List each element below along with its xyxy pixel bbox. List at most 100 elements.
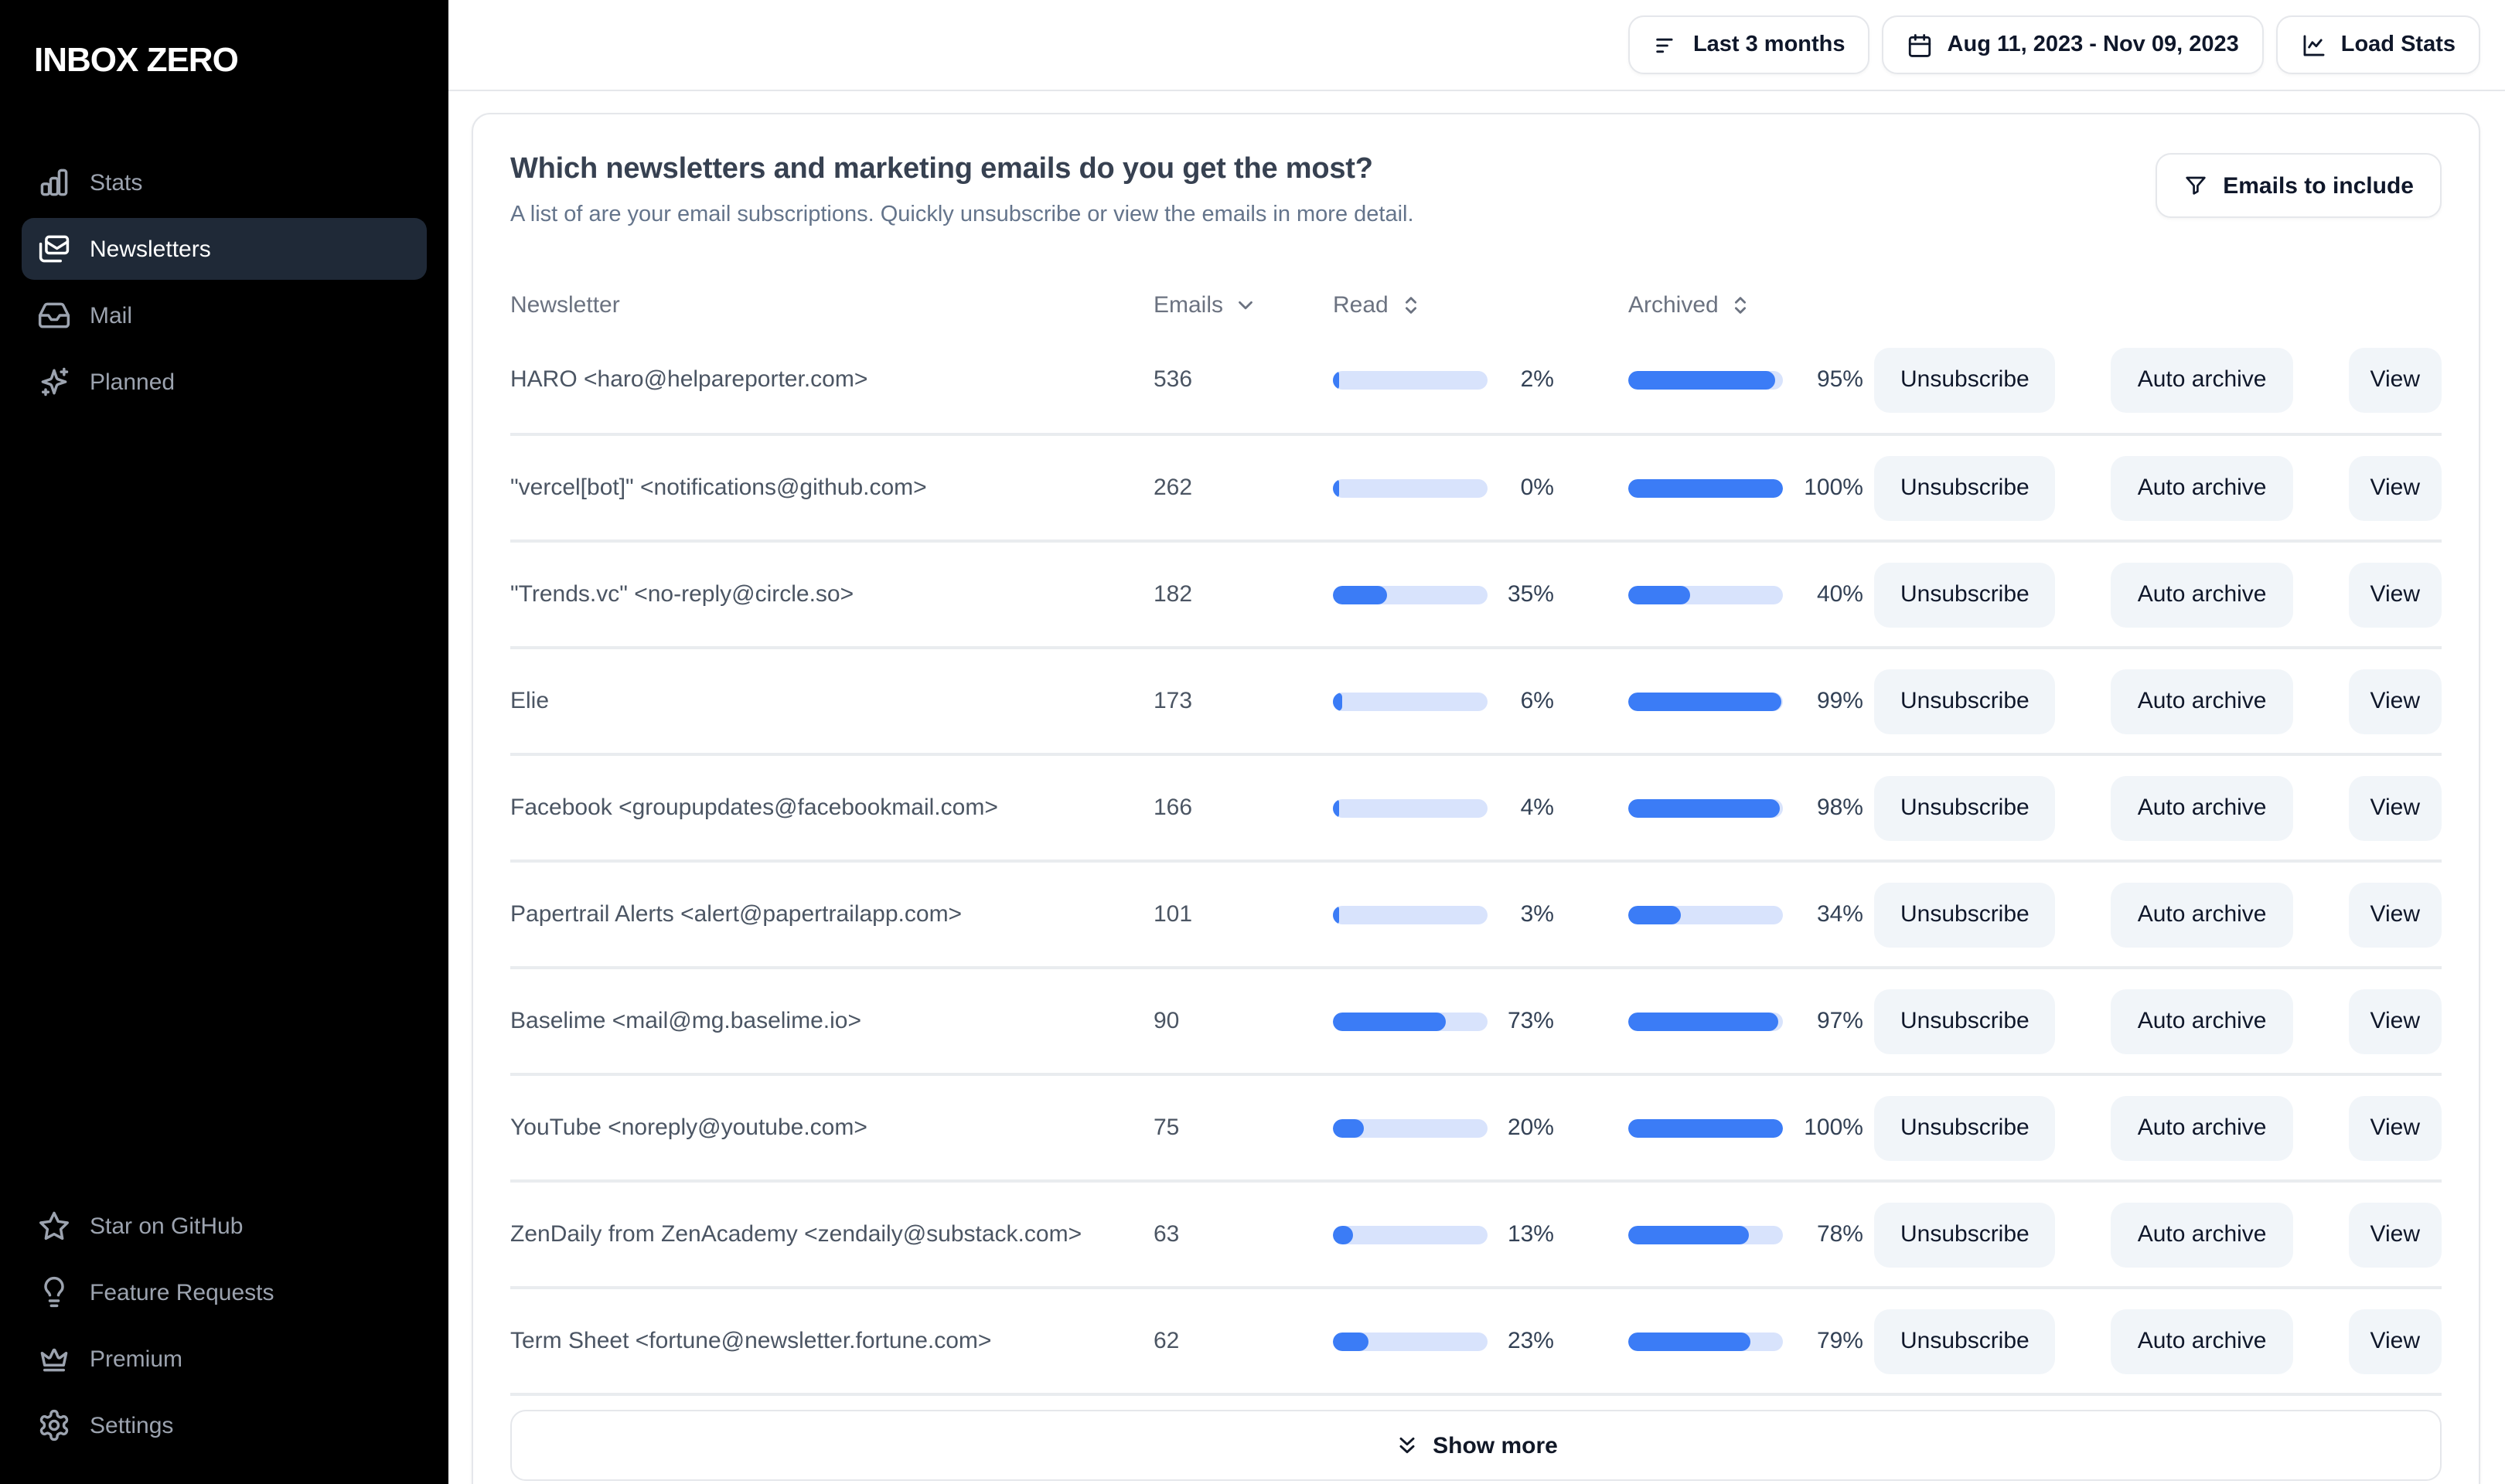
date-preset-button[interactable]: Last 3 months bbox=[1627, 15, 1870, 74]
chevrons-down-icon bbox=[1399, 1437, 1414, 1454]
emails-count: 166 bbox=[1154, 795, 1193, 821]
read-progress-bar bbox=[1333, 478, 1488, 497]
mails-icon bbox=[39, 235, 70, 263]
view-button[interactable]: View bbox=[2348, 1309, 2442, 1373]
sidebar-item-mail[interactable]: Mail bbox=[22, 284, 427, 346]
view-button[interactable]: View bbox=[2348, 989, 2442, 1053]
table-row: Elie 173 6% 99% Unsubscribe bbox=[510, 646, 2442, 753]
auto-archive-button[interactable]: Auto archive bbox=[2111, 882, 2293, 947]
emails-count: 173 bbox=[1154, 688, 1193, 714]
show-more-button[interactable]: Show more bbox=[510, 1410, 2442, 1481]
unsubscribe-button[interactable]: Unsubscribe bbox=[1873, 882, 2056, 947]
column-header-archived[interactable]: Archived bbox=[1628, 291, 1753, 318]
auto-archive-button[interactable]: Auto archive bbox=[2111, 1095, 2293, 1160]
newsletters-card: Which newsletters and marketing emails d… bbox=[472, 113, 2480, 1484]
crown-icon bbox=[40, 1348, 68, 1372]
view-button[interactable]: View bbox=[2348, 1202, 2442, 1267]
emails-count: 182 bbox=[1154, 581, 1193, 608]
read-progress-bar bbox=[1333, 585, 1488, 604]
table-end-divider bbox=[510, 1393, 2442, 1396]
archived-progress-bar bbox=[1628, 478, 1783, 497]
emails-count: 101 bbox=[1154, 901, 1193, 928]
auto-archive-button[interactable]: Auto archive bbox=[2111, 347, 2293, 412]
load-stats-button[interactable]: Load Stats bbox=[2275, 15, 2480, 74]
newsletter-name: "vercel[bot]" <notifications@github.com> bbox=[510, 475, 927, 501]
emails-count: 63 bbox=[1154, 1221, 1180, 1247]
page-content: Which newsletters and marketing emails d… bbox=[448, 91, 2505, 1484]
view-button[interactable]: View bbox=[2348, 669, 2442, 733]
archived-progress-bar bbox=[1628, 692, 1783, 710]
unsubscribe-button[interactable]: Unsubscribe bbox=[1873, 562, 2056, 627]
column-header-read[interactable]: Read bbox=[1333, 291, 1423, 318]
auto-archive-button[interactable]: Auto archive bbox=[2111, 562, 2293, 627]
read-percent: 20% bbox=[1507, 1115, 1554, 1141]
filter-lines-icon bbox=[1656, 37, 1673, 53]
sidebar-item-stats[interactable]: Stats bbox=[22, 151, 427, 213]
date-range-picker[interactable]: Aug 11, 2023 - Nov 09, 2023 bbox=[1882, 15, 2264, 74]
auto-archive-button[interactable]: Auto archive bbox=[2111, 989, 2293, 1053]
view-button[interactable]: View bbox=[2348, 455, 2442, 520]
archived-progress-bar bbox=[1628, 1332, 1783, 1350]
date-range-label: Aug 11, 2023 - Nov 09, 2023 bbox=[1947, 32, 2239, 57]
unsubscribe-button[interactable]: Unsubscribe bbox=[1873, 775, 2056, 840]
unsubscribe-button[interactable]: Unsubscribe bbox=[1873, 1095, 2056, 1160]
emails-to-include-label: Emails to include bbox=[2223, 172, 2414, 199]
auto-archive-button[interactable]: Auto archive bbox=[2111, 1309, 2293, 1373]
emails-to-include-button[interactable]: Emails to include bbox=[2155, 153, 2442, 218]
read-percent: 3% bbox=[1520, 901, 1554, 928]
auto-archive-button[interactable]: Auto archive bbox=[2111, 775, 2293, 840]
view-button[interactable]: View bbox=[2348, 562, 2442, 627]
read-progress-bar bbox=[1333, 1012, 1488, 1030]
sidebar-item-star-on-github[interactable]: Star on GitHub bbox=[22, 1195, 427, 1257]
archived-percent: 79% bbox=[1816, 1328, 1863, 1354]
column-header-emails[interactable]: Emails bbox=[1154, 291, 1257, 318]
archived-progress-bar bbox=[1628, 905, 1783, 924]
sidebar-item-label: Feature Requests bbox=[90, 1279, 274, 1305]
auto-archive-button[interactable]: Auto archive bbox=[2111, 669, 2293, 733]
page-title: Which newsletters and marketing emails d… bbox=[510, 153, 1373, 186]
main-area: Last 3 months Aug 11, 2023 - Nov 09, 202… bbox=[448, 0, 2505, 1484]
view-button[interactable]: View bbox=[2348, 882, 2442, 947]
table-row: Term Sheet <fortune@newsletter.fortune.c… bbox=[510, 1286, 2442, 1393]
newsletter-name: Elie bbox=[510, 688, 550, 714]
auto-archive-button[interactable]: Auto archive bbox=[2111, 1202, 2293, 1267]
sidebar-item-feature-requests[interactable]: Feature Requests bbox=[22, 1261, 427, 1323]
app-logo[interactable]: INBOX ZERO bbox=[34, 40, 239, 79]
archived-progress-bar bbox=[1628, 1225, 1783, 1244]
unsubscribe-button[interactable]: Unsubscribe bbox=[1873, 347, 2056, 412]
chevrons-up-down-icon bbox=[1735, 296, 1747, 313]
view-button[interactable]: View bbox=[2348, 347, 2442, 412]
read-progress-bar bbox=[1333, 1118, 1488, 1137]
page-subtitle: A list of are your email subscriptions. … bbox=[510, 203, 1414, 227]
unsubscribe-button[interactable]: Unsubscribe bbox=[1873, 1202, 2056, 1267]
funnel-icon bbox=[2185, 176, 2205, 195]
sidebar-item-newsletters[interactable]: Newsletters bbox=[22, 218, 427, 280]
star-icon bbox=[39, 1211, 69, 1241]
unsubscribe-button[interactable]: Unsubscribe bbox=[1873, 455, 2056, 520]
view-button[interactable]: View bbox=[2348, 775, 2442, 840]
archived-percent: 98% bbox=[1816, 795, 1863, 821]
view-button[interactable]: View bbox=[2348, 1095, 2442, 1160]
sidebar-item-label: Stats bbox=[90, 169, 143, 196]
unsubscribe-button[interactable]: Unsubscribe bbox=[1873, 669, 2056, 733]
bar-chart-icon bbox=[40, 168, 68, 196]
sidebar-item-label: Settings bbox=[90, 1412, 174, 1438]
date-preset-label: Last 3 months bbox=[1692, 32, 1846, 57]
read-progress-bar bbox=[1333, 1225, 1488, 1244]
sidebar-item-settings[interactable]: Settings bbox=[22, 1394, 427, 1456]
calendar-icon bbox=[1909, 33, 1931, 56]
sidebar-item-planned[interactable]: Planned bbox=[22, 351, 427, 413]
auto-archive-button[interactable]: Auto archive bbox=[2111, 455, 2293, 520]
emails-count: 536 bbox=[1154, 366, 1193, 393]
unsubscribe-button[interactable]: Unsubscribe bbox=[1873, 989, 2056, 1053]
sidebar-item-premium[interactable]: Premium bbox=[22, 1328, 427, 1390]
read-progress-bar bbox=[1333, 370, 1488, 389]
read-progress-bar bbox=[1333, 905, 1488, 924]
sidebar-item-label: Planned bbox=[90, 369, 176, 395]
lightbulb-icon bbox=[44, 1276, 64, 1308]
unsubscribe-button[interactable]: Unsubscribe bbox=[1873, 1309, 2056, 1373]
archived-progress-bar bbox=[1628, 798, 1783, 817]
read-progress-bar bbox=[1333, 692, 1488, 710]
column-header-newsletter: Newsletter bbox=[510, 291, 620, 318]
table-row: Baselime <mail@mg.baselime.io> 90 73% 97… bbox=[510, 966, 2442, 1073]
